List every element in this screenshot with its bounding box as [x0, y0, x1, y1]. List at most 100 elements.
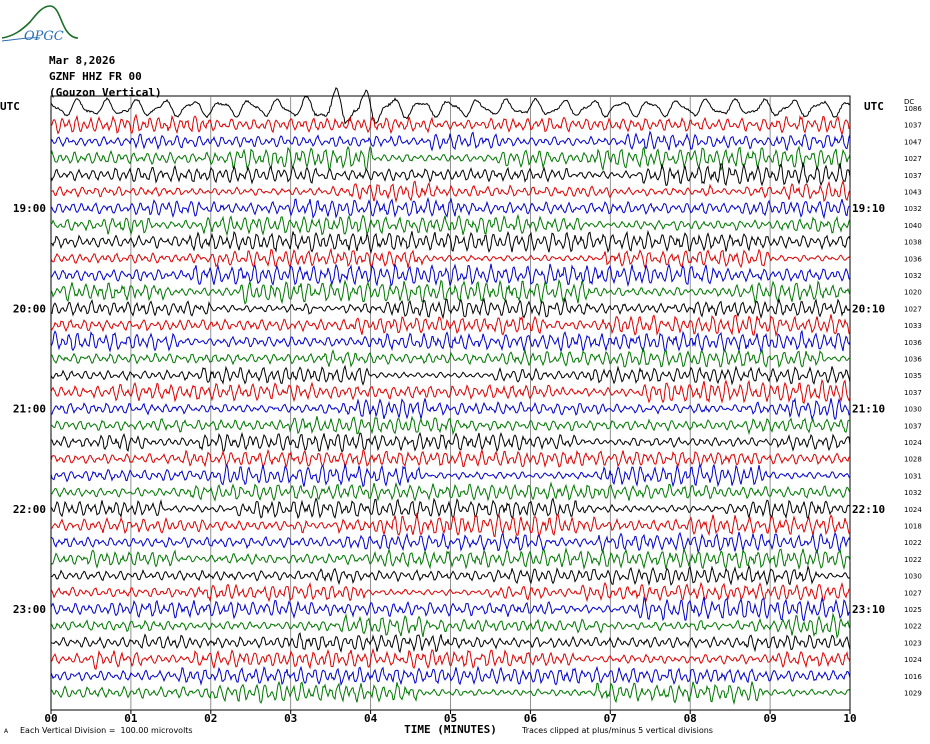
- dc-offset-label: 1029: [904, 690, 922, 698]
- dc-offset-label: 1032: [904, 489, 922, 497]
- right-time-label: 19:10: [852, 202, 885, 215]
- seismic-trace-2: [50, 130, 851, 152]
- seismic-trace-4: [50, 161, 851, 187]
- logo-text: OPGC: [24, 29, 64, 44]
- seismic-trace-23: [50, 481, 851, 502]
- dc-offset-label: 1037: [904, 122, 922, 130]
- seismic-trace-29: [50, 581, 851, 603]
- seismic-trace-9: [50, 247, 851, 269]
- x-tick-label: 01: [124, 712, 138, 725]
- seismic-trace-16: [50, 364, 851, 386]
- station-code: GZNF HHZ FR 00: [49, 70, 142, 83]
- seismic-trace-14: [50, 329, 851, 354]
- dc-offset-label: 1024: [904, 656, 922, 664]
- dc-offset-label: 1047: [904, 138, 922, 146]
- dc-offset-label: 1031: [904, 472, 922, 480]
- dc-offset-label: 1025: [904, 606, 922, 614]
- dc-offset-label: 1037: [904, 422, 922, 430]
- seismic-trace-6: [50, 196, 851, 220]
- clip-note: Traces clipped at plus/minus 5 vertical …: [522, 726, 713, 735]
- x-tick-label: 05: [444, 712, 457, 725]
- dc-offset-label: 1030: [904, 573, 922, 581]
- dc-offset-label: 1023: [904, 639, 922, 647]
- dc-offset-label: 1035: [904, 372, 922, 380]
- seismic-trace-19: [50, 415, 851, 436]
- dc-offset-label: 1036: [904, 339, 922, 347]
- x-tick-label: 07: [604, 712, 617, 725]
- division-note: Each Vertical Division = 100.00 microvol…: [20, 726, 193, 735]
- dc-offset-label: 1028: [904, 456, 922, 464]
- right-time-label: 22:10: [852, 503, 885, 516]
- dc-offset-label: 1027: [904, 155, 922, 163]
- dc-offset-label: 1033: [904, 322, 922, 330]
- left-time-label: 22:00: [13, 503, 46, 516]
- seismic-trace-34: [50, 665, 851, 687]
- left-utc-label: UTC: [0, 100, 20, 113]
- dc-offset-label: 1024: [904, 506, 922, 514]
- seismic-trace-18: [50, 397, 851, 421]
- seismic-trace-20: [50, 431, 851, 453]
- seismic-trace-7: [50, 213, 851, 237]
- dc-offset-label: 1036: [904, 255, 922, 263]
- seismic-trace-3: [50, 145, 851, 172]
- left-time-label: 19:00: [13, 202, 46, 215]
- seismic-trace-35: [50, 680, 851, 706]
- seismic-trace-11: [50, 278, 851, 305]
- dc-offset-label: 1024: [904, 439, 922, 447]
- right-time-label: 21:10: [852, 403, 885, 416]
- seismic-trace-0: [50, 87, 851, 125]
- x-tick-label: 02: [204, 712, 217, 725]
- right-time-label: 20:10: [852, 302, 885, 315]
- dc-offset-label: 1027: [904, 305, 922, 313]
- dc-offset-label: 1022: [904, 539, 922, 547]
- dc-offset-label: 1022: [904, 556, 922, 564]
- seismic-trace-30: [50, 595, 850, 622]
- opgc-logo: OPGC: [1, 5, 79, 44]
- dc-offset-label: 1030: [904, 406, 922, 414]
- x-tick-label: 04: [364, 712, 378, 725]
- dc-offset-label: 1032: [904, 272, 922, 280]
- dc-offset-label: 1038: [904, 239, 922, 247]
- seismic-trace-12: [50, 297, 851, 320]
- x-tick-label: 08: [684, 712, 697, 725]
- seismic-trace-10: [50, 263, 851, 288]
- x-tick-label: 10: [843, 712, 856, 725]
- seismic-trace-25: [50, 512, 851, 538]
- left-time-label: 20:00: [13, 302, 46, 315]
- dc-offset-label: 1037: [904, 389, 922, 397]
- dc-offset-label: 1036: [904, 356, 922, 364]
- right-utc-label: UTC: [864, 100, 884, 113]
- seismic-trace-21: [50, 448, 851, 469]
- dc-offset-label: 1032: [904, 205, 922, 213]
- seismic-trace-5: [50, 179, 851, 203]
- left-time-label: 23:00: [13, 603, 46, 616]
- plot-date: Mar 8,2026: [49, 54, 116, 67]
- dc-offset-label: 1016: [904, 673, 922, 681]
- dc-column-label: DC: [904, 98, 914, 106]
- seismic-trace-22: [50, 462, 851, 488]
- seismic-trace-24: [50, 497, 851, 521]
- dc-offset-label: 1040: [904, 222, 922, 230]
- x-tick-label: 09: [763, 712, 776, 725]
- seismic-trace-8: [50, 229, 851, 255]
- seismic-trace-17: [50, 378, 851, 405]
- left-time-label: 21:00: [13, 403, 46, 416]
- seismic-trace-27: [50, 547, 851, 571]
- dc-offset-label: 1086: [904, 105, 922, 113]
- dc-offset-label: 1022: [904, 623, 922, 631]
- x-axis-title: TIME (MINUTES): [404, 723, 497, 736]
- dc-offset-label: 1018: [904, 523, 922, 531]
- dc-offset-label: 1043: [904, 189, 922, 197]
- seismic-trace-31: [50, 612, 851, 639]
- dc-offset-label: 1027: [904, 589, 922, 597]
- seismic-trace-26: [50, 531, 851, 554]
- x-tick-label: 00: [44, 712, 57, 725]
- seismic-trace-33: [50, 647, 851, 670]
- right-time-label: 23:10: [852, 603, 885, 616]
- seismic-trace-13: [50, 314, 851, 338]
- x-tick-label: 03: [284, 712, 297, 725]
- dc-offset-label: 1037: [904, 172, 922, 180]
- seismic-trace-32: [50, 632, 851, 654]
- seismic-trace-28: [50, 564, 851, 587]
